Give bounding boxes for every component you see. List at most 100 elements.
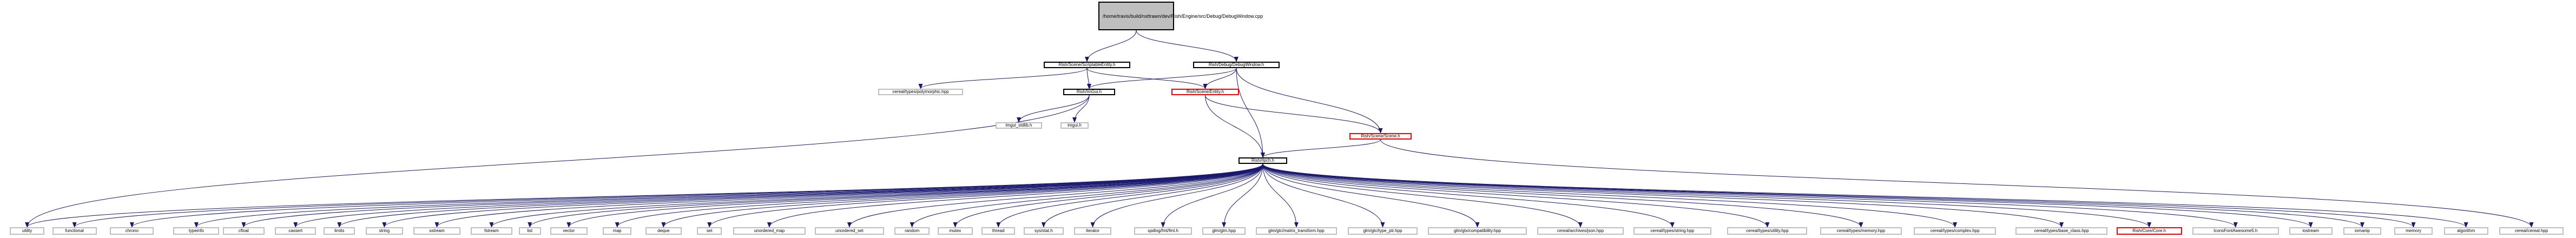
edge-rishpch-to-map <box>615 163 1263 228</box>
edge-rishpch-to-functional <box>73 163 1263 228</box>
edge-rishpch-to-sstream <box>434 163 1263 228</box>
node-memory[interactable]: memory <box>2394 227 2433 235</box>
node-cereal-complex[interactable]: cereal/types/complex.hpp <box>1914 227 1997 235</box>
edge-entity-to-scene <box>1205 95 1383 134</box>
node-rishpch[interactable]: Rish/rlpch.h <box>1238 157 1287 164</box>
node-iterator[interactable]: iterator <box>1074 227 1111 235</box>
node-imgui[interactable]: imgui.h <box>1060 122 1089 129</box>
edge-rishpch-to-iterator <box>1090 163 1263 228</box>
edge-debugwindow-to-rishpch <box>1236 68 1265 158</box>
edge-rishpch-to-string <box>382 163 1263 228</box>
node-polymorphic[interactable]: cereal/types/polymorphic.hpp <box>878 89 963 95</box>
edge-rishpch-to-chrono <box>130 163 1263 228</box>
node-sysstat[interactable]: sys/stat.h <box>1023 227 1064 235</box>
node-cassert[interactable]: cassert <box>275 227 317 235</box>
edge-rishpch-to-utility <box>25 163 1263 228</box>
node-algorithm[interactable]: algorithm <box>2443 227 2488 235</box>
node-cereal[interactable]: cereal/cereal.hpp <box>2499 227 2564 235</box>
edge-rishpch-to-cfloat <box>241 163 1263 228</box>
edge-rishpch-to-glm_compat <box>1262 163 1480 228</box>
edge-rishpch-to-unordered_set <box>847 163 1263 228</box>
edge-scriptable-to-entity <box>1086 68 1208 89</box>
edge-rishpch-to-cereal_json <box>1262 163 1583 228</box>
edge-scriptable-to-imgui_rish <box>1086 68 1091 89</box>
node-functional[interactable]: functional <box>52 227 97 235</box>
node-deque[interactable]: deque <box>645 227 682 235</box>
edge-rishpch-to-spdlog <box>1161 163 1263 228</box>
edge-imgui_rish-to-imgui_stdlib <box>1017 95 1090 123</box>
node-root[interactable]: /home/travis/build/nxttrawn/dev/Rish/Eng… <box>1098 2 1263 30</box>
edge-entity-to-rishpch <box>1205 95 1265 158</box>
edge-rishpch-to-cereal_complex <box>1262 163 1958 228</box>
edge-rishpch-to-set <box>707 163 1263 228</box>
node-chrono[interactable]: chrono <box>110 227 154 235</box>
node-imgui-rish[interactable]: Rish/ImGui.h <box>1063 89 1115 95</box>
node-map[interactable]: map <box>603 227 632 235</box>
node-iconfont[interactable]: IconsFontAwesome5.h <box>2192 227 2279 235</box>
edge-scene-to-cereal <box>1380 139 2534 228</box>
edge-rishpch-to-vector <box>566 163 1263 228</box>
edge-debugwindow-to-scene <box>1236 68 1383 134</box>
edge-rishpch-to-iconfont <box>1262 163 2238 228</box>
edge-rishpch-to-algorithm <box>1262 163 2468 228</box>
edge-scriptable-to-polymorphic <box>918 68 1088 89</box>
node-glm[interactable]: glm/glm.hpp <box>1202 227 1246 235</box>
edge-rishpch-to-sysstat <box>1041 163 1263 228</box>
node-cereal-memory[interactable]: cereal/types/memory.hpp <box>1820 227 1902 235</box>
node-sstream[interactable]: sstream <box>413 227 460 235</box>
edge-rishpch-to-thread <box>996 163 1263 228</box>
node-glm-mt[interactable]: glm/gtc/matrix_transform.hpp <box>1256 227 1337 235</box>
node-glm-tp[interactable]: glm/gtc/type_ptr.hpp <box>1348 227 1418 235</box>
edge-rishpch-to-iomanip <box>1262 163 2364 228</box>
edge-rishpch-to-random <box>910 163 1263 228</box>
edge-root-to-scriptable <box>1085 30 1137 62</box>
node-iostream[interactable]: iostream <box>2289 227 2333 235</box>
node-mutex[interactable]: mutex <box>938 227 973 235</box>
node-cfloat[interactable]: cfloat <box>222 227 265 235</box>
node-string[interactable]: string <box>365 227 404 235</box>
node-cereal-string[interactable]: cereal/types/string.hpp <box>1633 227 1711 235</box>
edge-imgui_rish-to-imgui <box>1072 95 1090 123</box>
node-unordered-set[interactable]: unordered_set <box>814 227 885 235</box>
edge-rishpch-to-cereal_utility <box>1262 163 1770 228</box>
edge-debugwindow-to-entity <box>1203 68 1237 89</box>
node-glm-compat[interactable]: glm/gtx/compatibility.hpp <box>1428 227 1527 235</box>
edge-rishpch-to-cereal_memory <box>1262 163 1863 228</box>
edge-rishpch-to-cereal_string <box>1262 163 1675 228</box>
node-iomanip[interactable]: iomanip <box>2343 227 2381 235</box>
node-scene[interactable]: Rish/Scene/Scene.h <box>1349 133 1412 140</box>
edge-debugwindow-to-imgui_rish <box>1087 68 1237 89</box>
node-cereal-base[interactable]: cereal/types/base_class.hpp <box>2015 227 2107 235</box>
node-cereal-json[interactable]: cereal/archives/json.hpp <box>1537 227 1624 235</box>
edge-imgui_rish-to-utility <box>25 95 1090 228</box>
node-spdlog[interactable]: spdlog/fmt/fmt.h <box>1134 227 1192 235</box>
node-random[interactable]: random <box>894 227 930 235</box>
node-entity[interactable]: Rish/Scene/Entity.h <box>1171 89 1239 95</box>
node-utility[interactable]: utility <box>10 227 45 235</box>
node-fstream[interactable]: fstream <box>470 227 513 235</box>
node-limits[interactable]: limits <box>324 227 355 235</box>
edge-rishpch-to-fstream <box>489 163 1263 228</box>
edge-rishpch-to-iostream <box>1262 163 2313 228</box>
node-core[interactable]: Rish/Core/Core.h <box>2116 227 2182 235</box>
node-thread[interactable]: thread <box>981 227 1016 235</box>
edge-rishpch-to-deque <box>661 163 1263 228</box>
node-typeinfo[interactable]: typeinfo <box>173 227 220 235</box>
node-debugwindow[interactable]: Rish/Debug/DebugWindow.h <box>1193 62 1280 68</box>
node-set[interactable]: set <box>697 227 722 235</box>
node-imgui-stdlib[interactable]: imgui_stdlib.h <box>996 122 1042 129</box>
edge-rishpch-to-glm_tp <box>1262 163 1385 228</box>
node-vector[interactable]: vector <box>550 227 588 235</box>
edge-scene-to-rishpch <box>1261 139 1381 158</box>
node-unordered-map[interactable]: unordered_map <box>733 227 806 235</box>
edge-rishpch-to-cassert <box>293 163 1263 228</box>
edge-rishpch-to-core <box>1262 163 2151 228</box>
node-list[interactable]: list <box>518 227 541 235</box>
node-cereal-utility[interactable]: cereal/types/utility.hpp <box>1727 227 1808 235</box>
edge-rishpch-to-glm_mt <box>1262 163 1299 228</box>
edge-rishpch-to-limits <box>337 163 1263 228</box>
edge-root-to-debugwindow <box>1136 30 1238 62</box>
node-scriptable[interactable]: Rish/Scene/ScriptableEntity.h <box>1044 62 1130 68</box>
